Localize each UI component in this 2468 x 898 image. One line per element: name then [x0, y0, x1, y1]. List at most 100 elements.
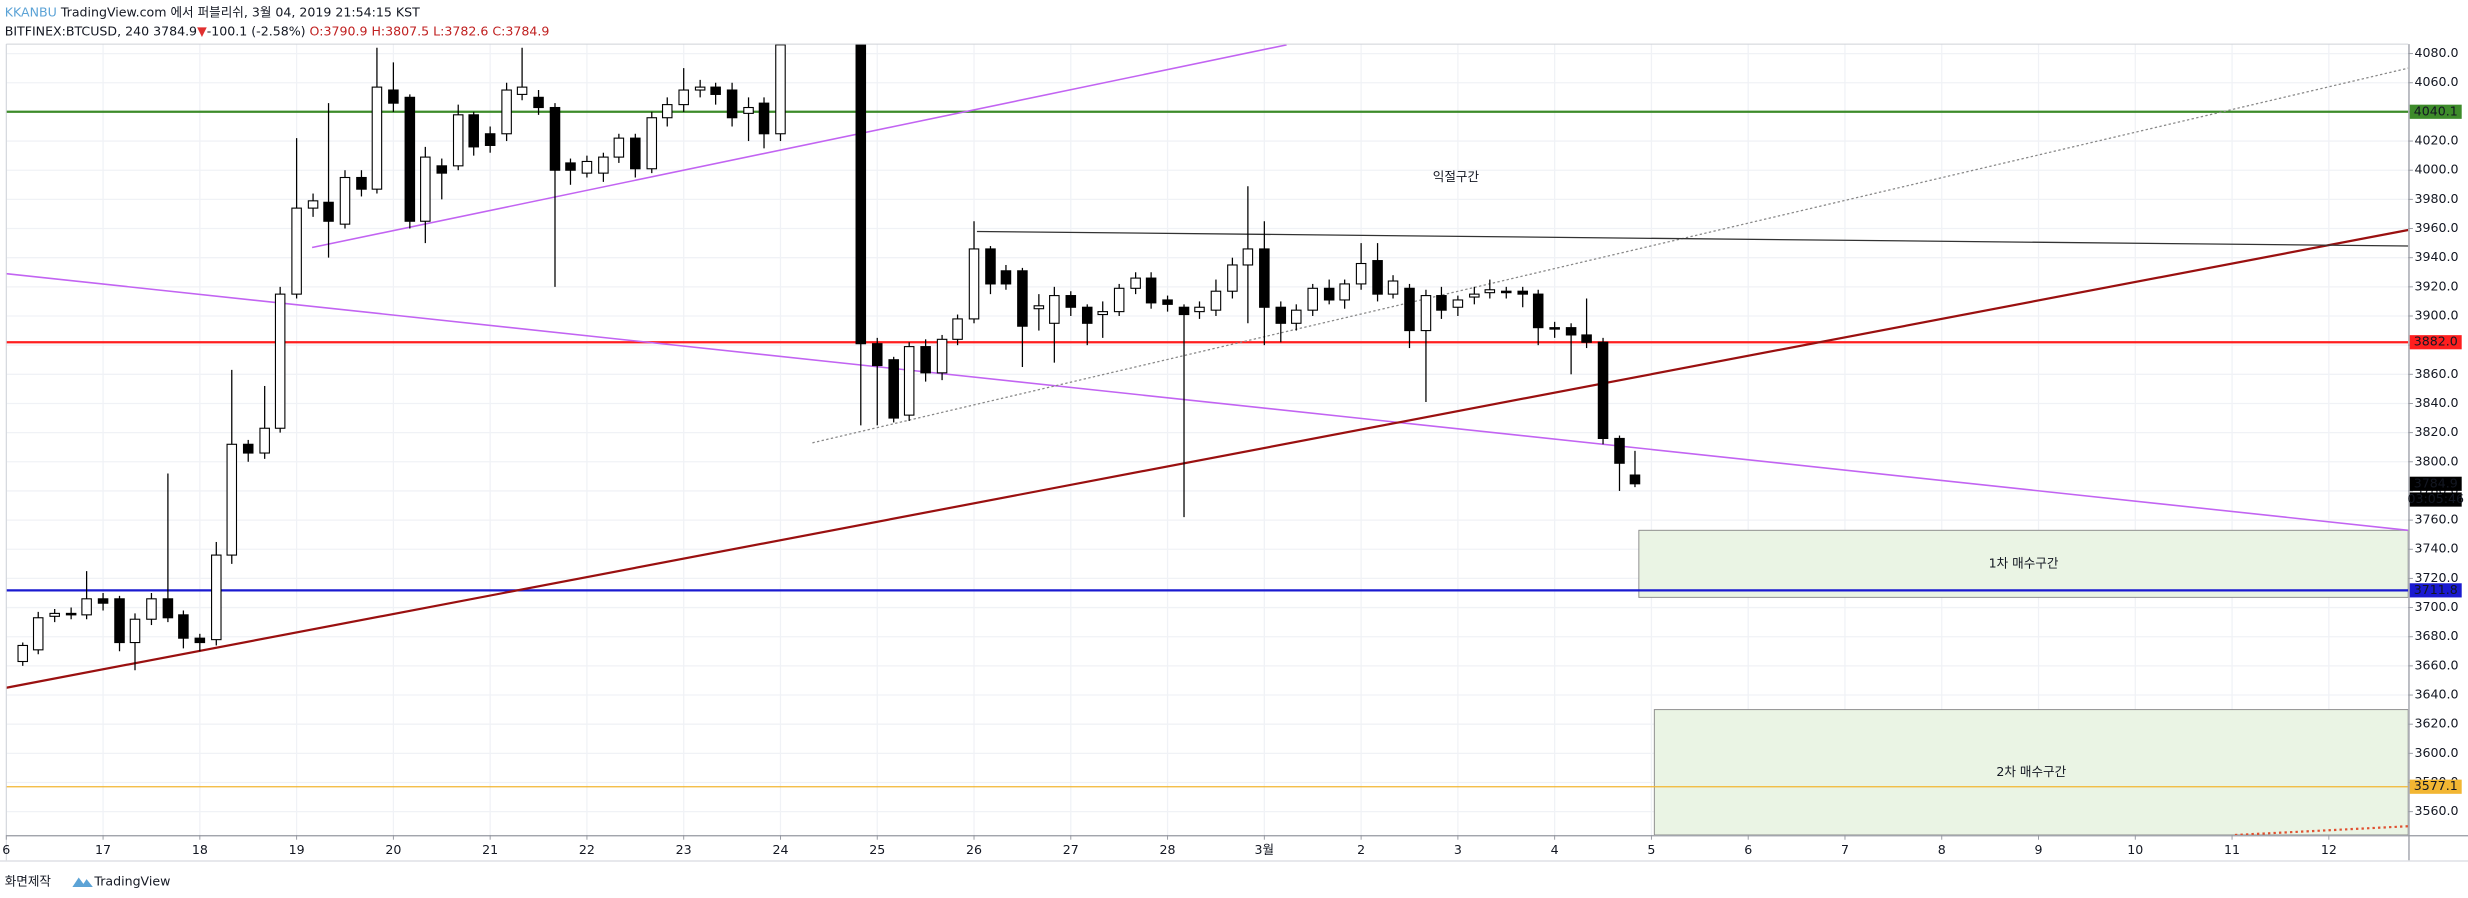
candle-body	[323, 201, 334, 222]
candle-body	[404, 96, 416, 222]
x-tick-label: 3월	[1255, 842, 1275, 857]
last: 3784.9	[153, 23, 197, 38]
candle-body	[291, 207, 302, 295]
candle-body	[1597, 341, 1609, 440]
trendline	[812, 67, 2409, 444]
zone	[1653, 709, 2409, 835]
candle-body	[242, 443, 254, 454]
x-tick-label: 12	[2321, 842, 2337, 857]
x-tick-label: 24	[772, 842, 788, 857]
y-tick-label: 3680.0	[2415, 628, 2459, 643]
candle-body	[613, 137, 625, 158]
candle-body	[211, 554, 222, 641]
candle-body	[1017, 270, 1028, 327]
candle-body	[710, 86, 721, 95]
zone-label: 1차 매수구간	[1989, 555, 2059, 570]
candle-body	[501, 89, 512, 135]
brand-icon	[72, 877, 93, 887]
candle-body	[1420, 295, 1432, 332]
candle-body	[81, 598, 92, 616]
trendline	[6, 228, 2409, 689]
candle-body	[565, 162, 576, 171]
candle-body	[436, 165, 448, 174]
candle-body	[903, 346, 915, 416]
annotation: 익절구간	[1433, 169, 1480, 184]
symbol: BITFINEX:BTCUSD, 240	[5, 23, 149, 38]
candle-body	[1323, 287, 1335, 301]
candle-body	[1404, 287, 1415, 332]
candle-body	[1130, 277, 1141, 289]
price-level-tag	[2409, 779, 2462, 794]
trendline	[2234, 825, 2409, 835]
candle-body	[484, 133, 496, 146]
candle-body	[743, 106, 754, 114]
countdown-tag	[2409, 492, 2462, 507]
candle-body	[356, 176, 367, 190]
candle-body	[1387, 280, 1399, 295]
y-tick-label: 3980.0	[2415, 191, 2459, 206]
y-tick-label: 4000.0	[2415, 162, 2459, 177]
y-tick-label: 3920.0	[2415, 278, 2459, 293]
candle-body	[1307, 287, 1318, 311]
candle-body	[1581, 334, 1592, 343]
candle-body	[855, 44, 867, 345]
candle-body	[129, 618, 141, 644]
drawings	[6, 44, 2409, 835]
x-tick-label: 10	[2127, 842, 2143, 857]
y-tick-label: 3640.0	[2415, 687, 2459, 702]
candle-body	[1436, 295, 1447, 311]
candle-body	[936, 338, 948, 374]
candle-body	[758, 102, 770, 135]
y-tick-label: 4080.0	[2415, 45, 2459, 60]
y-tick-label: 3720.0	[2415, 570, 2459, 585]
candle-body	[65, 612, 77, 616]
x-tick-label: 2	[1357, 842, 1365, 857]
candle-body	[1097, 311, 1109, 316]
countdown: 03:05:46	[2407, 491, 2463, 506]
header-line-1: KKANBU TradingView.com 에서 퍼블리쉬, 3월 04, 2…	[5, 4, 420, 19]
grid	[5, 44, 2409, 835]
price-level-tag	[2409, 335, 2462, 350]
candle-body	[17, 644, 29, 663]
candle-body	[1565, 327, 1577, 336]
candle-body	[1000, 270, 1012, 285]
candle-body	[1484, 289, 1496, 294]
candle-body	[1500, 290, 1512, 294]
price-level-label: 3882.0	[2414, 334, 2458, 349]
candle-body	[1194, 306, 1205, 313]
y-tick-label: 3820.0	[2415, 424, 2459, 439]
candle-body	[726, 89, 738, 119]
last-price-tag	[2409, 476, 2462, 491]
y-tick-label: 3860.0	[2415, 366, 2459, 381]
candle-body	[162, 598, 174, 619]
candle-body	[371, 86, 383, 190]
y-tick-label: 3940.0	[2415, 249, 2459, 264]
candle-body	[1372, 260, 1383, 295]
trendline	[6, 272, 2409, 532]
candle-body	[1549, 327, 1560, 330]
candle-body	[985, 248, 996, 285]
x-tick-label: 17	[95, 842, 111, 857]
ohlc-low: L:3782.6	[433, 23, 488, 38]
candle-body	[1242, 248, 1254, 266]
x-tick-label: 8	[1938, 842, 1946, 857]
y-tick-label: 4060.0	[2415, 74, 2459, 89]
candle-body	[388, 89, 399, 104]
y-tick-label: 3760.0	[2415, 512, 2459, 527]
candle-body	[146, 598, 157, 620]
candle-body	[226, 443, 238, 556]
candle-body	[49, 612, 60, 617]
last-price-label: 3784.9	[2414, 475, 2458, 490]
candle-body	[1355, 262, 1367, 285]
candle-body	[194, 637, 206, 644]
price-level-label: 3711.8	[2414, 582, 2458, 597]
y-tick-label: 4020.0	[2415, 133, 2459, 148]
candle-body	[1033, 305, 1045, 310]
candle-body	[1049, 295, 1060, 324]
candle-body	[452, 114, 464, 167]
change: -100.1 (-2.58%)	[207, 23, 306, 38]
x-tick-label: 5	[1647, 842, 1655, 857]
x-tick-label: 18	[192, 842, 208, 857]
candle-body	[420, 156, 431, 222]
axes	[0, 43, 2468, 862]
